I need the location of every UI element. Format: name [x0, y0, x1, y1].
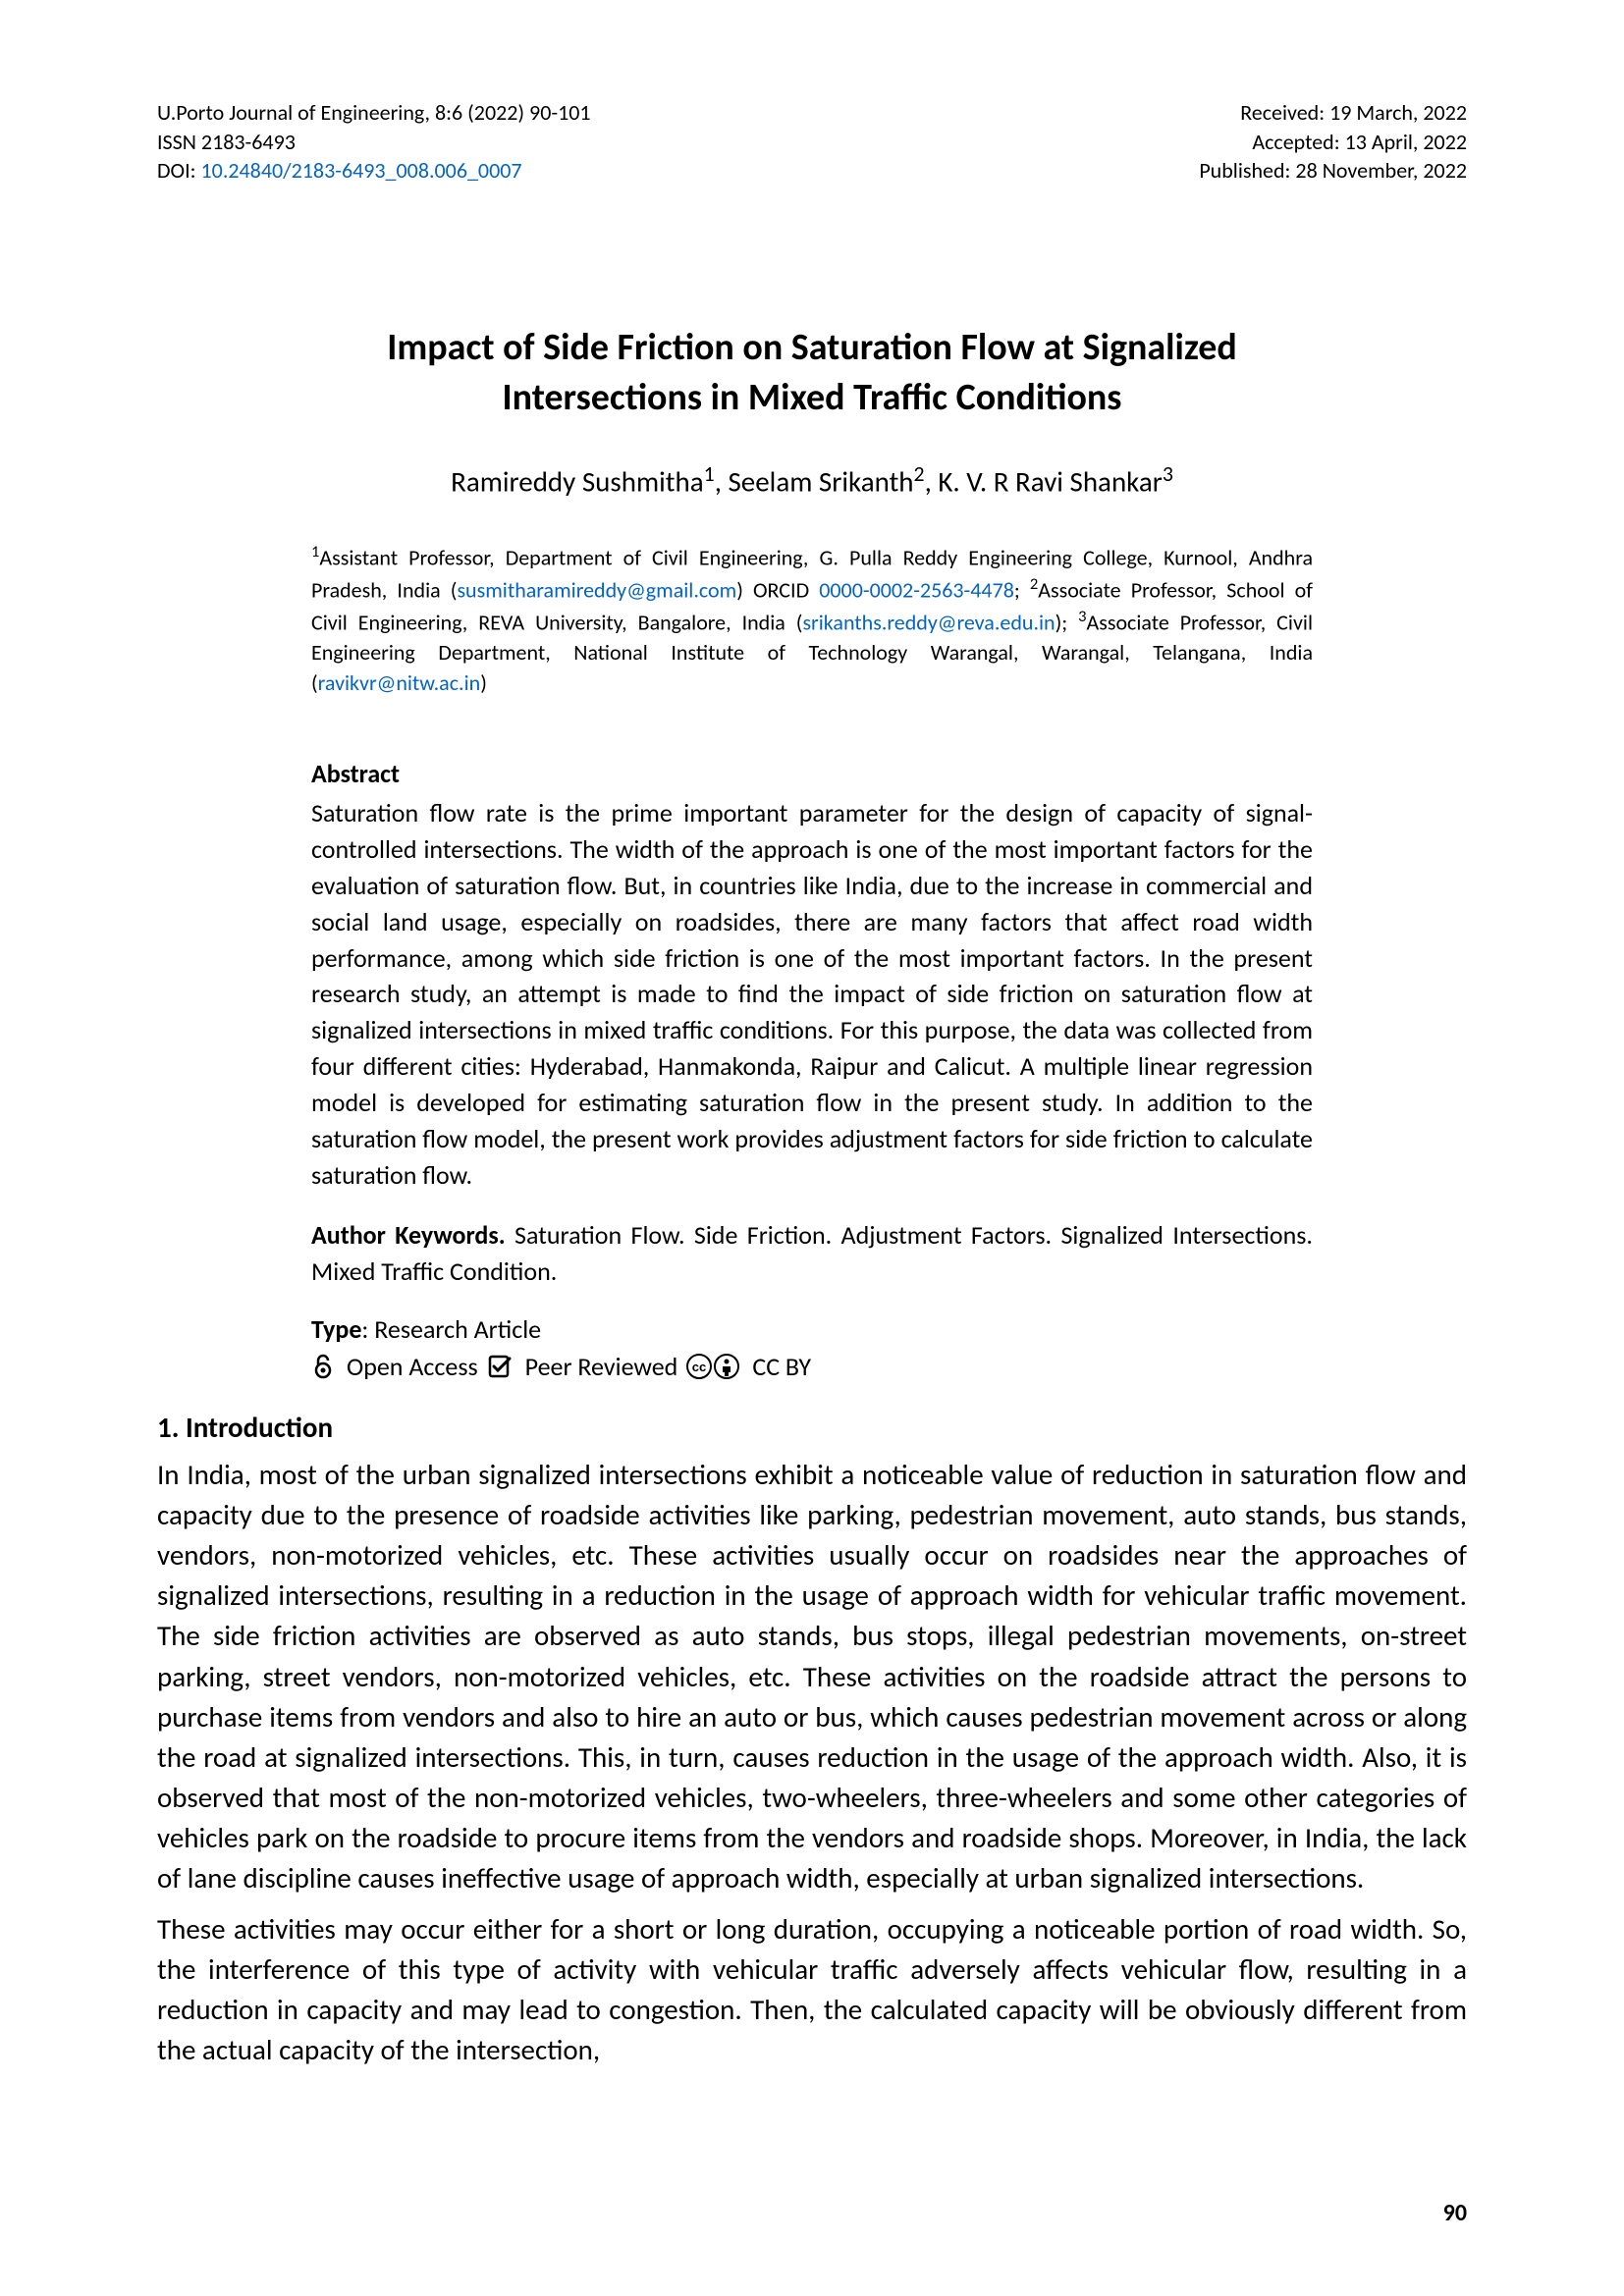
section-1-p1: In India, most of the urban signalized i… — [157, 1455, 1467, 1899]
received-line: Received: 19 March, 2022 — [1199, 98, 1467, 128]
open-access-label: Open Access — [347, 1351, 478, 1382]
published-line: Published: 28 November, 2022 — [1199, 156, 1467, 186]
doi-line: DOI: 10.24840/2183-6493_008.006_0007 — [157, 156, 591, 186]
author-3-sup: 3 — [1163, 460, 1173, 487]
doi-link[interactable]: 10.24840/2183-6493_008.006_0007 — [201, 157, 522, 184]
aff-part-7: ) — [480, 669, 487, 696]
section-1-heading: 1. Introduction — [157, 1410, 1467, 1445]
author-sep-1: , — [715, 463, 729, 499]
page-header: U.Porto Journal of Engineering, 8:6 (202… — [157, 98, 1467, 186]
type-value: : Research Article — [361, 1313, 541, 1345]
page: U.Porto Journal of Engineering, 8:6 (202… — [0, 0, 1624, 2296]
aff-part-3: ; — [1014, 576, 1030, 603]
header-left: U.Porto Journal of Engineering, 8:6 (202… — [157, 98, 591, 186]
accepted-line: Accepted: 13 April, 2022 — [1199, 128, 1467, 157]
article-title: Impact of Side Friction on Saturation Fl… — [311, 323, 1313, 424]
header-right: Received: 19 March, 2022 Accepted: 13 Ap… — [1199, 98, 1467, 186]
aff-orcid[interactable]: 0000-0002-2563-4478 — [819, 576, 1014, 603]
issn-line: ISSN 2183-6493 — [157, 128, 591, 157]
keywords-label: Author Keywords. — [311, 1219, 506, 1251]
aff-sup-2: 2 — [1030, 574, 1038, 594]
aff-email-3[interactable]: ravikvr@nitw.ac.in — [318, 669, 481, 696]
author-2-sup: 2 — [914, 460, 925, 487]
author-2-name: Seelam Srikanth — [728, 463, 913, 499]
abstract-heading: Abstract — [311, 758, 1313, 789]
peer-reviewed-label: Peer Reviewed — [525, 1351, 678, 1382]
open-access-icon — [311, 1353, 335, 1380]
aff-email-1[interactable]: susmitharamireddy@gmail.com — [457, 576, 736, 603]
aff-part-5: ); — [1056, 609, 1079, 635]
abstract-text: Saturation flow rate is the prime import… — [311, 795, 1313, 1194]
svg-text:cc: cc — [692, 1360, 706, 1374]
doi-label: DOI: — [157, 157, 201, 184]
title-block: Impact of Side Friction on Saturation Fl… — [311, 323, 1313, 502]
page-number: 90 — [1443, 2199, 1467, 2227]
type-label: Type — [311, 1313, 361, 1345]
cc-by-label: CC BY — [752, 1351, 811, 1382]
section-1-p2: These activities may occur either for a … — [157, 1909, 1467, 2071]
author-1-name: Ramireddy Sushmitha — [451, 463, 704, 499]
type-line: Type: Research Article — [311, 1313, 1313, 1345]
abstract-block: Abstract Saturation flow rate is the pri… — [311, 758, 1313, 1382]
section-introduction: 1. Introduction In India, most of the ur… — [157, 1410, 1467, 2071]
cc-by-icon: cc — [685, 1353, 740, 1380]
aff-email-2[interactable]: srikanths.reddy@reva.edu.in — [802, 609, 1055, 635]
aff-sup-3: 3 — [1078, 607, 1086, 626]
badges-line: Open Access Peer Reviewed cc CC BY — [311, 1351, 1313, 1382]
author-1-sup: 1 — [704, 460, 715, 487]
authors-line: Ramireddy Sushmitha1, Seelam Srikanth2, … — [311, 459, 1313, 502]
keywords-block: Author Keywords. Saturation Flow. Side F… — [311, 1217, 1313, 1290]
affiliations: 1Assistant Professor, Department of Civi… — [311, 541, 1313, 699]
journal-line: U.Porto Journal of Engineering, 8:6 (202… — [157, 98, 591, 128]
peer-reviewed-icon — [486, 1353, 514, 1380]
author-3-name: K. V. R Ravi Shankar — [938, 463, 1163, 499]
aff-part-2: ) ORCID — [736, 576, 819, 603]
author-sep-2: , — [925, 463, 939, 499]
